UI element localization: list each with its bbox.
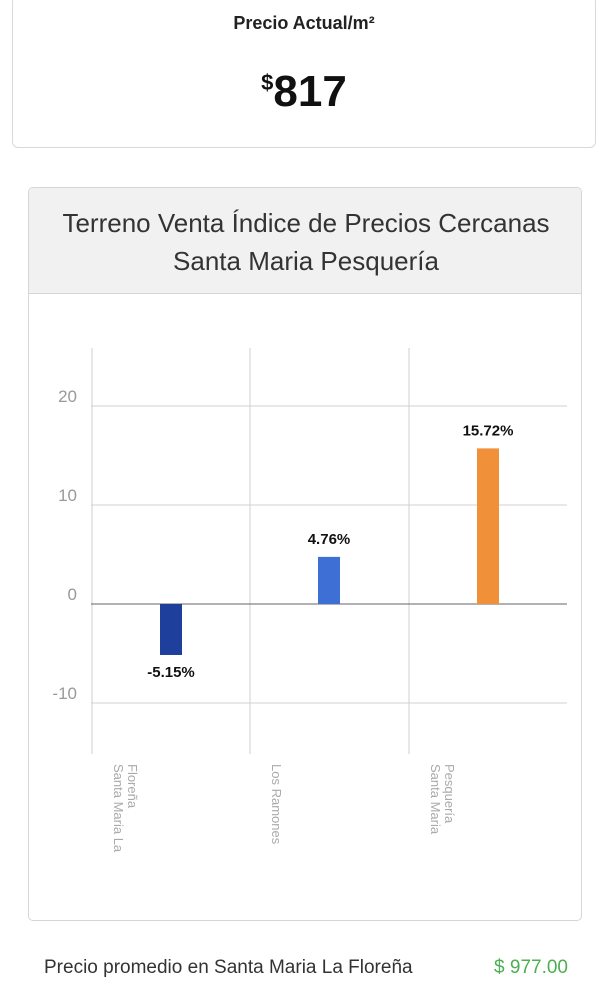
x-category-label-line: Santa Maria (428, 764, 443, 835)
bar-value-label: 4.76% (308, 531, 351, 548)
average-price-value: $ 977.00 (494, 957, 568, 978)
bar (477, 448, 499, 604)
x-category-label-line: Floreña (125, 764, 140, 809)
price-index-chart-card: Terreno Venta Índice de Precios Cercanas… (28, 187, 582, 921)
current-price-value: $817 (13, 67, 595, 117)
chart-title-line-2: Santa Maria Pesquería (173, 246, 439, 276)
bar-value-label: -5.15% (147, 664, 195, 681)
y-tick-label: 20 (58, 387, 77, 406)
chart-title-line-1: Terreno Venta Índice de Precios Cercanas (62, 208, 550, 238)
bar-value-label: 15.72% (463, 422, 514, 439)
current-price-card: Precio Actual/m² $817 (12, 0, 596, 148)
average-price-label: Precio promedio en Santa Maria La Floreñ… (44, 957, 413, 978)
x-category-label: Los Ramones (269, 764, 284, 845)
x-category-label-line: Los Ramones (269, 764, 284, 845)
x-category-label-line: Pesquería (442, 764, 457, 824)
bar (160, 604, 182, 655)
bar (318, 556, 340, 604)
currency-symbol: $ (261, 70, 274, 95)
y-tick-label: 0 (68, 585, 77, 604)
x-category-label-line: Santa Maria La (111, 764, 126, 853)
current-price-title: Precio Actual/m² (233, 13, 375, 33)
x-category-label: Santa Maria Pesquería (428, 764, 457, 835)
y-tick-label: 10 (58, 486, 77, 505)
x-category-label: Santa Maria La Floreña (111, 764, 140, 853)
price-number: 817 (273, 67, 347, 116)
price-index-bar-chart: 20 10 0 -10 -5.15% 4.76% 15.72% Santa Maria La F… (52, 348, 567, 853)
chart-header: Terreno Venta Índice de Precios Cercanas… (29, 188, 581, 294)
y-tick-label: -10 (52, 684, 77, 703)
